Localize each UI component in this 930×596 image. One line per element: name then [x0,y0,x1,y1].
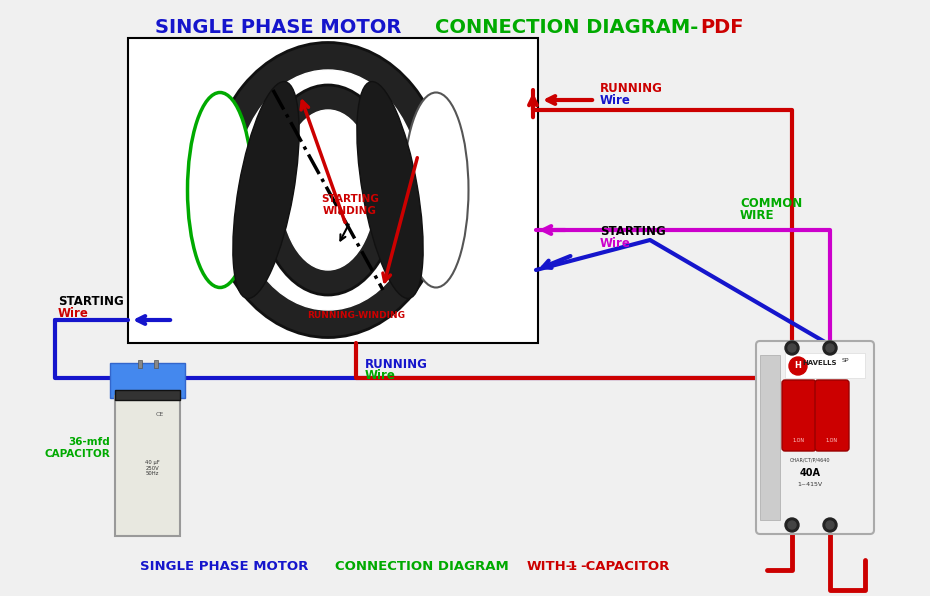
Text: H: H [794,362,802,371]
Text: RUNNING: RUNNING [365,358,428,371]
Text: STARTING: STARTING [600,225,666,238]
Bar [110,363,185,398]
Circle shape [785,518,799,532]
Circle shape [785,341,799,355]
Bar [153,360,157,368]
Bar [115,390,180,400]
Text: 36-mfd
CAPACITOR: 36-mfd CAPACITOR [45,437,110,459]
Ellipse shape [235,70,420,310]
Text: 40A: 40A [800,468,820,478]
Text: CONNECTION DIAGRAM-: CONNECTION DIAGRAM- [435,18,698,37]
Text: SINGLE PHASE MOTOR: SINGLE PHASE MOTOR [140,560,313,573]
Ellipse shape [281,110,376,270]
Text: WITH--: WITH-- [527,560,578,573]
Circle shape [788,521,796,529]
Text: CE: CE [155,411,164,417]
Text: 1: 1 [568,560,578,573]
Circle shape [826,521,834,529]
Text: 40 µF
250V
50Hz: 40 µF 250V 50Hz [145,460,160,476]
Text: CONNECTION DIAGRAM: CONNECTION DIAGRAM [335,560,513,573]
Bar [128,38,538,343]
Text: RUNNING-WINDING: RUNNING-WINDING [307,311,405,319]
Ellipse shape [232,82,299,299]
Circle shape [826,344,834,352]
Text: COMMON: COMMON [740,197,803,210]
Bar [760,355,780,520]
Text: WIRE: WIRE [740,209,775,222]
Text: STARTING: STARTING [58,295,124,308]
Text: Wire: Wire [600,237,631,250]
FancyBboxPatch shape [815,380,849,451]
Text: HAVELLS: HAVELLS [803,360,837,366]
Text: Wire: Wire [600,94,631,107]
Text: PDF: PDF [700,18,743,37]
Text: 1.ON: 1.ON [826,437,838,442]
FancyBboxPatch shape [756,341,874,534]
Text: RUNNING: RUNNING [600,82,663,95]
Bar [785,353,865,378]
Bar [138,360,141,368]
Circle shape [789,357,807,375]
Text: CHAR/CT/P/4640: CHAR/CT/P/4640 [790,458,830,462]
Text: Wire: Wire [365,369,396,382]
Text: 1~415V: 1~415V [797,483,822,488]
Ellipse shape [357,82,423,299]
Text: Wire: Wire [58,307,89,320]
Ellipse shape [208,42,448,337]
Circle shape [823,341,837,355]
Circle shape [823,518,837,532]
Bar [115,396,180,536]
Ellipse shape [404,92,469,287]
Text: 1.ON: 1.ON [793,437,805,442]
Text: -CAPACITOR: -CAPACITOR [580,560,670,573]
Circle shape [788,344,796,352]
Ellipse shape [188,92,253,287]
Text: SINGLE PHASE MOTOR: SINGLE PHASE MOTOR [155,18,408,37]
FancyBboxPatch shape [782,380,816,451]
Text: STARTING
WINDING: STARTING WINDING [321,194,379,216]
Text: SP: SP [842,358,849,362]
Ellipse shape [258,85,398,295]
